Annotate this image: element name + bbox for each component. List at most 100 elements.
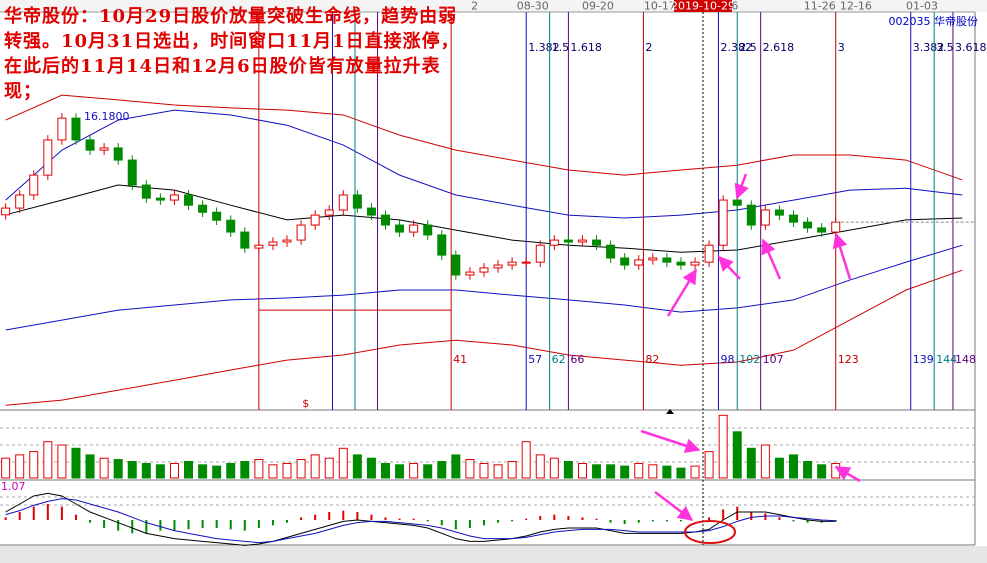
candle-body bbox=[127, 159, 137, 186]
volume-bar bbox=[57, 444, 67, 479]
macd-bar bbox=[567, 516, 570, 520]
volume-bar bbox=[789, 454, 799, 479]
macd-bar bbox=[328, 512, 331, 520]
ratio-label: 3.382 bbox=[913, 41, 945, 54]
ratio-label: 1.382 bbox=[528, 41, 560, 54]
candle-body bbox=[296, 224, 306, 241]
volume-bar bbox=[338, 447, 348, 479]
day-label: 102 bbox=[739, 353, 760, 366]
ratio-label: 2.5 bbox=[739, 41, 757, 54]
volume-bar bbox=[155, 464, 165, 479]
x-tick-label: 2 bbox=[471, 0, 478, 13]
macd-bar bbox=[314, 514, 317, 520]
stock-name: 华帝股份 bbox=[934, 14, 978, 28]
macd-bar bbox=[623, 520, 626, 524]
volume-readout: 1.07 bbox=[1, 480, 26, 493]
volume-bar bbox=[212, 465, 222, 479]
triangle-marker bbox=[666, 409, 674, 414]
scrollbar[interactable] bbox=[0, 546, 987, 563]
ratio-label: 3 bbox=[838, 41, 845, 54]
volume-bar bbox=[268, 464, 278, 479]
day-label: 107 bbox=[763, 353, 784, 366]
macd-bar bbox=[60, 506, 63, 520]
volume-bar bbox=[746, 447, 756, 479]
candle-body bbox=[423, 224, 433, 236]
volume-bar bbox=[1, 457, 11, 479]
volume-bar bbox=[577, 462, 587, 479]
macd-bar bbox=[257, 520, 260, 528]
volume-bar bbox=[521, 441, 531, 479]
candle-body bbox=[437, 234, 447, 256]
volume-bar bbox=[296, 459, 306, 479]
macd-bar bbox=[426, 520, 429, 522]
volume-bar bbox=[451, 454, 461, 479]
macd-bar bbox=[131, 520, 134, 534]
dif-line bbox=[5, 492, 836, 546]
macd-bar bbox=[271, 520, 274, 526]
x-tick-label: 6 bbox=[731, 0, 738, 13]
stock-code: 002035 bbox=[889, 15, 931, 28]
macd-bar bbox=[145, 520, 148, 534]
volume-bar bbox=[169, 462, 179, 479]
candle-body bbox=[662, 257, 672, 263]
band-line bbox=[5, 109, 963, 219]
x-tick-label: 10-17 bbox=[644, 0, 676, 13]
candle-body bbox=[43, 139, 53, 176]
volume-bar bbox=[254, 459, 264, 479]
band-line bbox=[5, 94, 963, 181]
macd-bar bbox=[215, 520, 218, 528]
ratio-label: 1.618 bbox=[570, 41, 602, 54]
candle-body bbox=[760, 209, 770, 226]
candle-body bbox=[155, 197, 165, 201]
candle-body bbox=[29, 174, 39, 196]
volume-bar bbox=[282, 462, 292, 479]
arrow bbox=[654, 491, 694, 521]
day-label: 66 bbox=[570, 353, 584, 366]
candle-body bbox=[99, 147, 109, 151]
candle-body bbox=[493, 264, 503, 269]
candle-body bbox=[1, 207, 11, 216]
candle-body bbox=[803, 221, 813, 229]
volume-bar bbox=[423, 464, 433, 479]
macd-bar bbox=[117, 520, 120, 531]
candle-body bbox=[817, 227, 827, 233]
macd-bar bbox=[778, 517, 781, 520]
volume-bar bbox=[324, 457, 334, 479]
macd-bar bbox=[525, 518, 528, 520]
macd-bar bbox=[722, 509, 725, 520]
band-line bbox=[5, 269, 963, 406]
volume-bar bbox=[817, 464, 827, 479]
candle-body bbox=[831, 221, 841, 233]
volume-bar bbox=[549, 457, 559, 479]
volume-bar bbox=[634, 462, 644, 479]
volume-bar bbox=[732, 431, 742, 479]
band-line bbox=[5, 184, 963, 253]
candle-body bbox=[507, 261, 517, 266]
candle-body bbox=[409, 224, 419, 233]
x-tick-label: 09-20 bbox=[582, 0, 614, 13]
time-strip bbox=[0, 0, 987, 12]
day-label: 144 bbox=[936, 353, 957, 366]
arrow bbox=[832, 232, 852, 280]
volume-bar bbox=[606, 464, 616, 479]
candle-body bbox=[592, 239, 602, 246]
candle-body bbox=[606, 244, 616, 259]
volume-bar bbox=[831, 462, 841, 479]
dea-line bbox=[5, 498, 836, 544]
macd-bar bbox=[750, 512, 753, 520]
candle-body bbox=[620, 257, 630, 266]
volume-bar bbox=[465, 459, 475, 479]
band-line bbox=[5, 244, 963, 331]
macd-bar bbox=[32, 506, 35, 520]
volume-bar bbox=[803, 461, 813, 479]
macd-bar bbox=[229, 520, 232, 530]
candle-body bbox=[366, 207, 376, 216]
x-tick-label: 12-16 bbox=[840, 0, 872, 13]
volume-bar bbox=[395, 464, 405, 479]
macd-bar bbox=[384, 517, 387, 520]
macd-bar bbox=[412, 518, 415, 520]
macd-bar bbox=[103, 520, 106, 528]
volume-bar bbox=[240, 461, 250, 479]
macd-bar bbox=[46, 504, 49, 520]
